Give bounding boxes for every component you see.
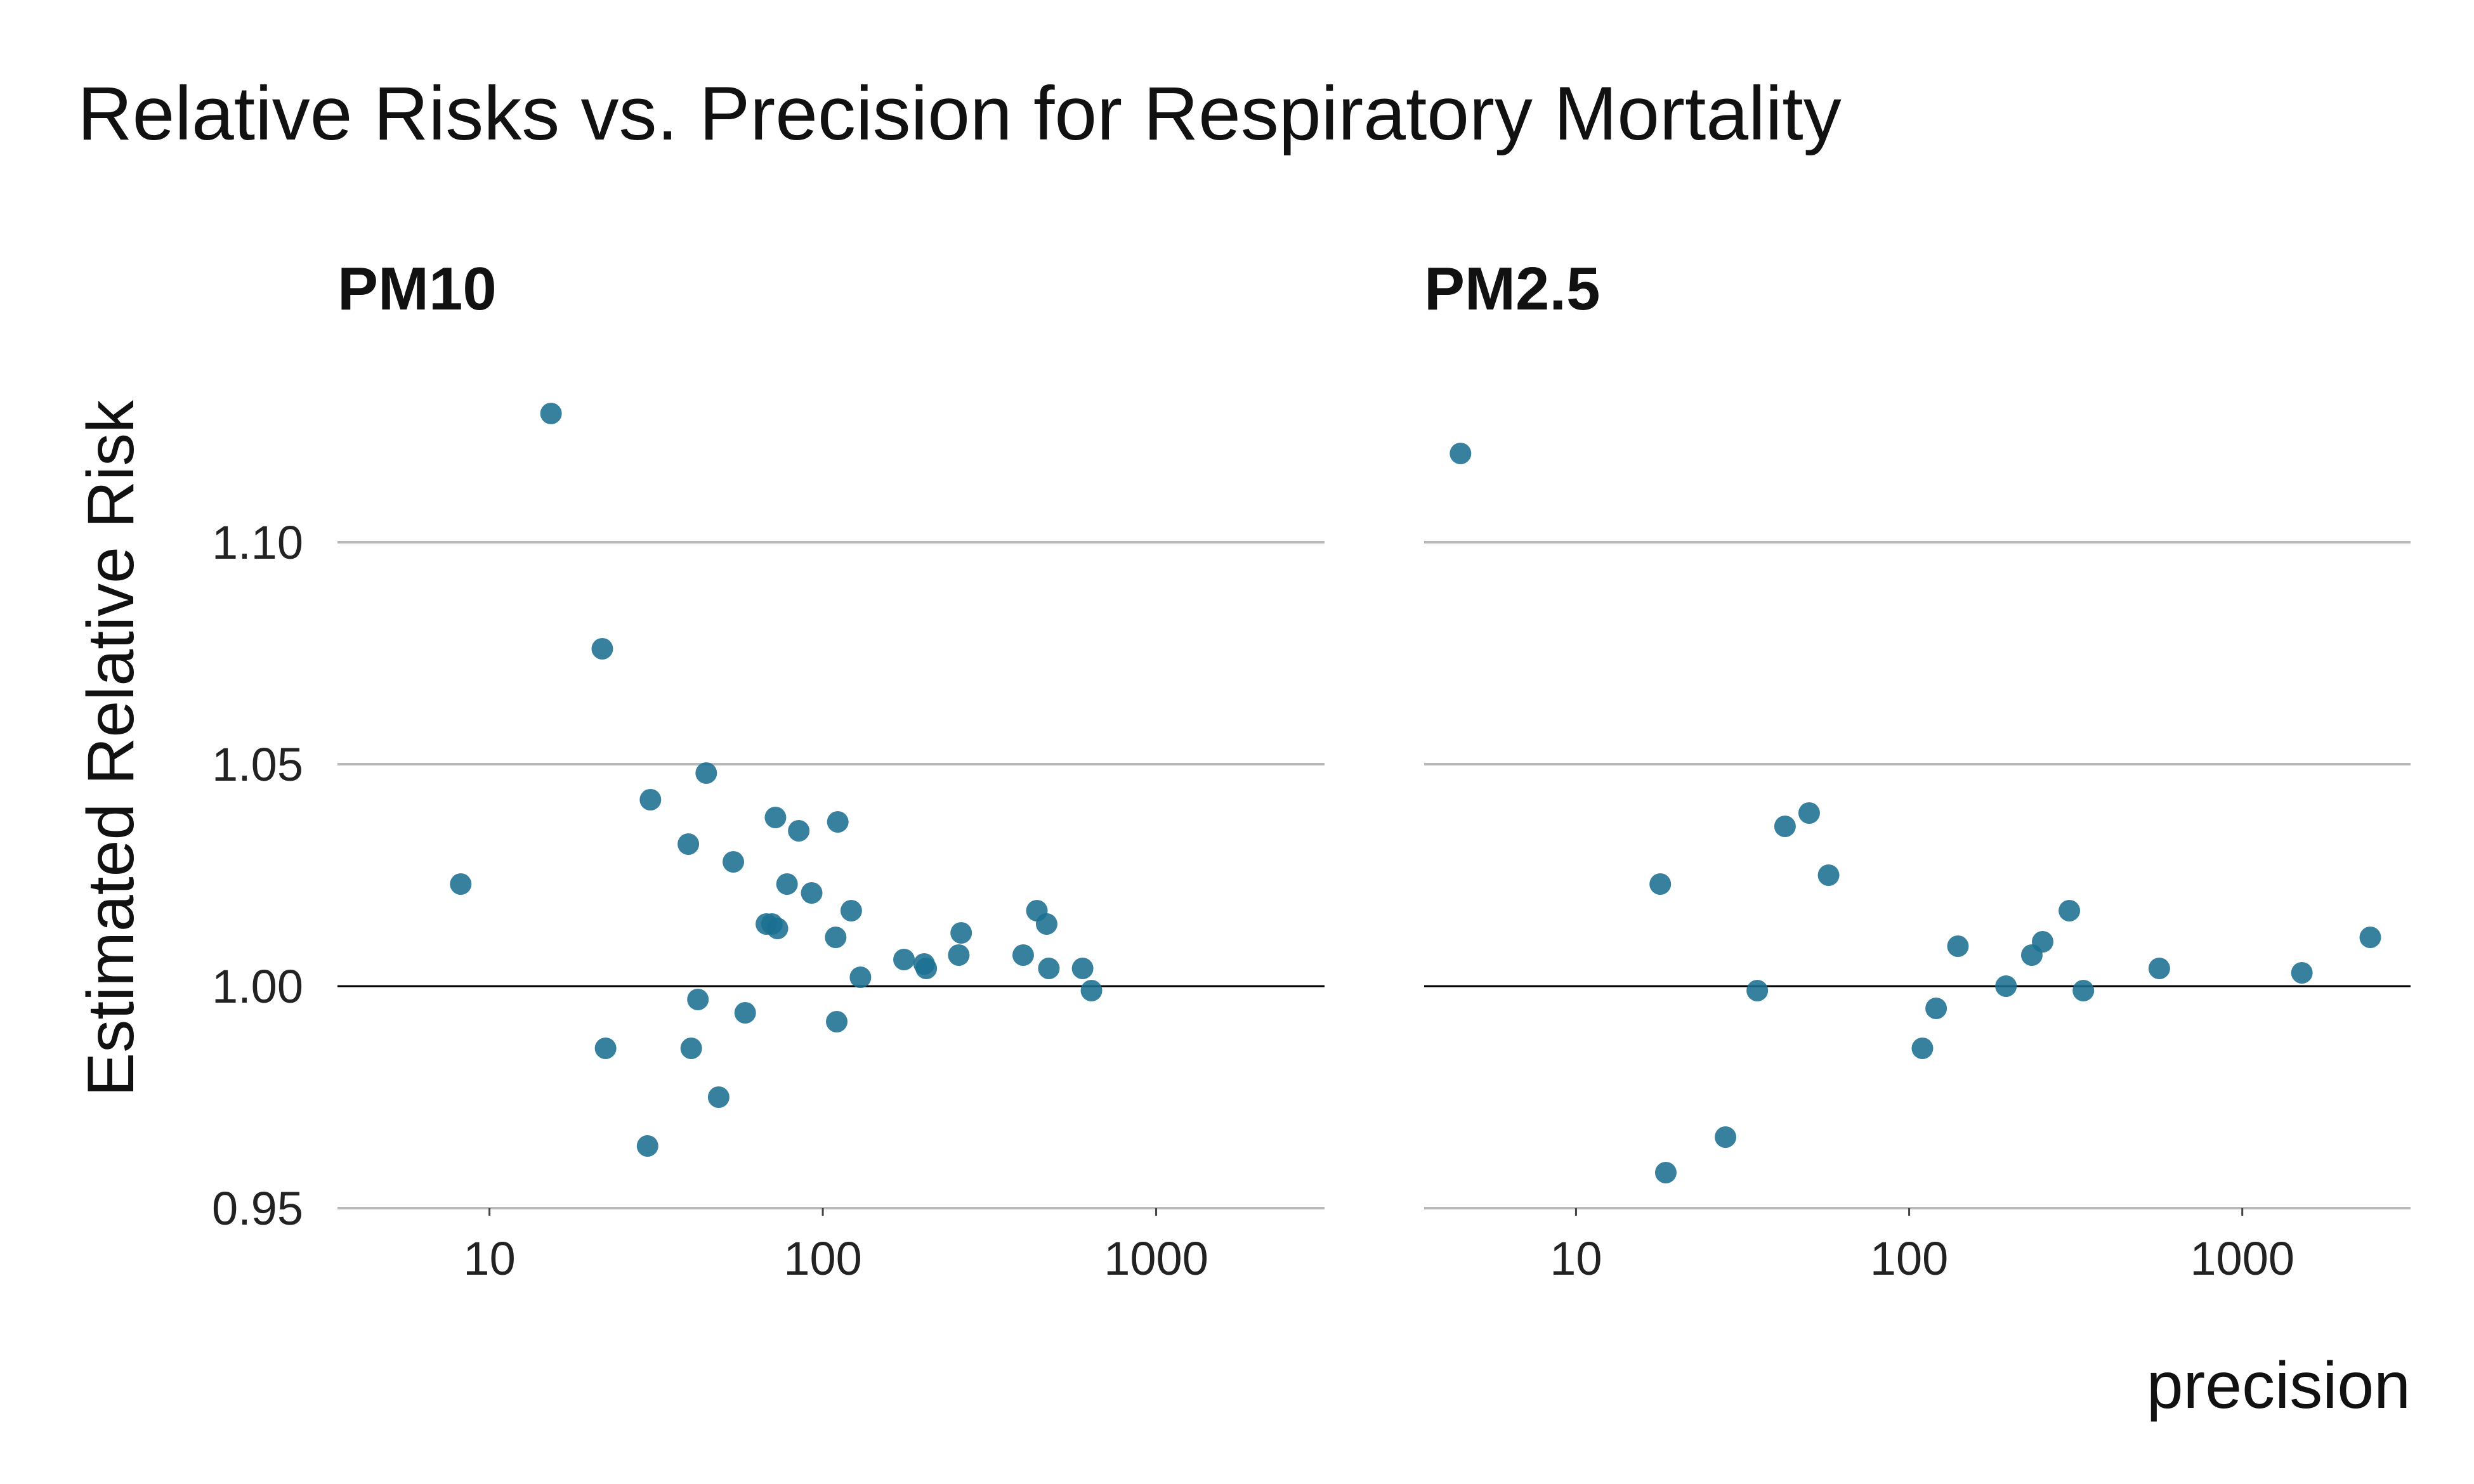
data-point — [2058, 900, 2081, 921]
data-point — [1798, 802, 1820, 824]
y-tick-label: 0.95 — [212, 1182, 303, 1235]
x-tick-label: 10 — [463, 1232, 515, 1285]
data-point — [1715, 1126, 1737, 1148]
data-point — [1035, 913, 1057, 935]
data-point — [1038, 958, 1060, 979]
chart-title: Relative Risks vs. Precision for Respira… — [77, 71, 1842, 156]
x-axis-title: precision — [2147, 1349, 2411, 1422]
y-tick-label: 1.05 — [212, 738, 303, 791]
data-point — [591, 638, 613, 660]
data-point — [948, 944, 970, 966]
data-point — [2359, 927, 2381, 948]
data-point — [695, 762, 717, 784]
data-point — [893, 949, 915, 970]
data-point — [2291, 962, 2313, 984]
data-point — [1746, 980, 1769, 1001]
data-point — [825, 927, 847, 948]
y-axis-title: Estimated Relative Risk — [74, 400, 148, 1097]
x-tick-label: 100 — [1870, 1232, 1948, 1285]
data-point — [734, 1002, 756, 1024]
data-point — [1774, 816, 1796, 837]
data-point — [849, 967, 872, 988]
data-point — [1995, 975, 2017, 997]
data-point — [1071, 958, 1094, 979]
data-point — [826, 1011, 848, 1032]
data-point — [788, 820, 810, 842]
y-tick-label: 1.10 — [212, 516, 303, 569]
x-tick-label: 100 — [783, 1232, 861, 1285]
data-point — [723, 851, 745, 873]
data-point — [639, 789, 662, 810]
panel-title-pm10: PM10 — [337, 255, 497, 323]
data-point — [450, 873, 472, 895]
x-tick-label: 1000 — [2190, 1232, 2294, 1285]
data-point — [950, 922, 972, 944]
data-point — [1450, 443, 1472, 464]
data-point — [1012, 944, 1034, 966]
data-point — [677, 833, 700, 855]
panel-title-pm25: PM2.5 — [1424, 255, 1600, 323]
panel-pm10: PM10 10 100 1000 — [337, 255, 1325, 1285]
data-point — [1649, 873, 1672, 895]
x-tick-label: 1000 — [1104, 1232, 1208, 1285]
data-point — [764, 807, 787, 828]
data-point — [2072, 980, 2095, 1001]
data-point — [687, 989, 709, 1010]
data-point — [2148, 958, 2170, 979]
data-point — [840, 900, 862, 921]
data-point — [801, 882, 823, 904]
data-point — [707, 1086, 730, 1108]
data-point — [1911, 1038, 1934, 1059]
data-point — [636, 1135, 658, 1157]
data-point — [2032, 931, 2054, 953]
data-point — [594, 1038, 617, 1059]
data-point — [766, 918, 789, 939]
data-point — [680, 1038, 702, 1059]
data-point — [1080, 980, 1103, 1001]
data-point — [1654, 1162, 1677, 1183]
data-point — [1925, 998, 1947, 1019]
y-tick-label: 1.00 — [212, 960, 303, 1013]
data-point — [827, 811, 849, 833]
panel-pm25: PM2.5 10 100 1000 — [1424, 255, 2411, 1285]
data-point — [1947, 935, 1969, 957]
data-point — [1817, 864, 1840, 886]
data-point — [776, 873, 798, 895]
data-point — [915, 958, 938, 979]
x-tick-label: 10 — [1550, 1232, 1602, 1285]
data-point — [540, 403, 562, 424]
